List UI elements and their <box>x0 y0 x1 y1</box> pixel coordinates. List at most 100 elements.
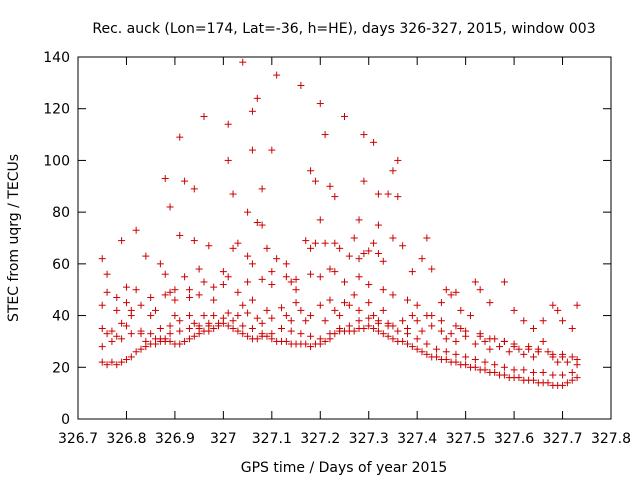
data-point <box>98 301 106 309</box>
x-tick-label: 327 <box>210 431 237 447</box>
x-tick-label: 326.9 <box>155 431 195 447</box>
data-point <box>515 345 523 353</box>
data-point <box>462 353 470 361</box>
data-point <box>423 350 431 358</box>
data-point <box>360 325 368 332</box>
y-axis-ticks: 0 20 40 60 80 100 120 140 <box>43 50 611 428</box>
data-point <box>113 332 121 340</box>
data-point <box>118 335 126 343</box>
data-point <box>374 221 382 229</box>
data-point <box>307 270 315 278</box>
data-point <box>423 234 431 242</box>
data-point <box>229 190 237 198</box>
data-point <box>336 312 344 320</box>
data-point <box>403 330 411 338</box>
data-point <box>292 299 300 307</box>
data-point <box>534 348 542 356</box>
data-point <box>389 291 397 299</box>
data-point <box>156 325 164 332</box>
data-point <box>466 312 474 320</box>
data-point <box>442 286 450 294</box>
data-point <box>161 270 169 278</box>
data-point <box>326 330 334 338</box>
x-tick-label: 326.8 <box>106 431 146 447</box>
y-tick-label: 60 <box>52 257 70 273</box>
data-point <box>389 167 397 175</box>
data-point <box>190 332 198 340</box>
data-point <box>234 312 242 320</box>
data-point <box>370 312 378 320</box>
data-point <box>132 286 140 294</box>
data-point <box>447 291 455 299</box>
data-point <box>302 340 310 348</box>
data-point <box>549 301 557 309</box>
data-point <box>418 327 426 335</box>
data-point <box>360 131 368 139</box>
data-point <box>491 361 499 369</box>
x-tick-label: 327.5 <box>446 431 486 447</box>
data-point <box>331 239 339 247</box>
data-point <box>476 286 484 294</box>
data-point <box>520 366 528 374</box>
data-point <box>457 325 465 332</box>
data-point <box>331 193 339 201</box>
data-point <box>355 255 363 263</box>
data-point <box>563 379 571 387</box>
data-point <box>568 353 576 361</box>
data-point <box>457 306 465 314</box>
data-point <box>481 337 489 345</box>
data-point <box>142 343 150 351</box>
data-point <box>471 363 479 371</box>
data-point <box>510 343 518 351</box>
y-tick-label: 100 <box>43 153 70 169</box>
data-point <box>166 330 174 338</box>
data-point <box>418 348 426 356</box>
data-point <box>278 325 286 332</box>
x-tick-label: 327.4 <box>397 431 437 447</box>
data-point <box>195 322 203 330</box>
data-point <box>437 299 445 307</box>
data-points <box>98 58 581 389</box>
data-point <box>476 332 484 340</box>
data-point <box>544 348 552 356</box>
data-point <box>292 275 300 283</box>
data-point <box>156 260 164 268</box>
data-point <box>195 330 203 338</box>
data-point <box>355 306 363 314</box>
data-point <box>307 167 315 175</box>
data-point <box>326 265 334 273</box>
data-point <box>568 376 576 384</box>
data-point <box>161 291 169 299</box>
y-axis-label: STEC from uqrg / TECUs <box>6 154 22 322</box>
data-point <box>244 332 252 340</box>
data-point <box>273 255 281 263</box>
data-point <box>437 317 445 325</box>
data-point <box>365 314 373 322</box>
data-point <box>185 293 193 301</box>
data-point <box>234 288 242 296</box>
data-point <box>321 239 329 247</box>
data-point <box>505 348 513 356</box>
data-point <box>190 319 198 327</box>
data-point <box>355 216 363 224</box>
data-point <box>234 327 242 335</box>
y-tick-label: 0 <box>61 412 70 428</box>
data-point <box>481 358 489 366</box>
data-point <box>113 293 121 301</box>
data-point <box>399 337 407 345</box>
data-point <box>307 343 315 351</box>
data-point <box>399 317 407 325</box>
data-point <box>161 175 169 183</box>
data-point <box>244 208 252 216</box>
data-point <box>559 381 567 389</box>
x-tick-label: 326.7 <box>58 431 98 447</box>
x-tick-label: 327.8 <box>591 431 631 447</box>
data-point <box>297 330 305 338</box>
data-point <box>360 250 368 258</box>
data-point <box>210 296 218 304</box>
data-point <box>316 273 324 281</box>
data-point <box>205 242 213 250</box>
data-point <box>258 185 266 193</box>
data-point <box>190 185 198 193</box>
data-point <box>554 358 562 366</box>
